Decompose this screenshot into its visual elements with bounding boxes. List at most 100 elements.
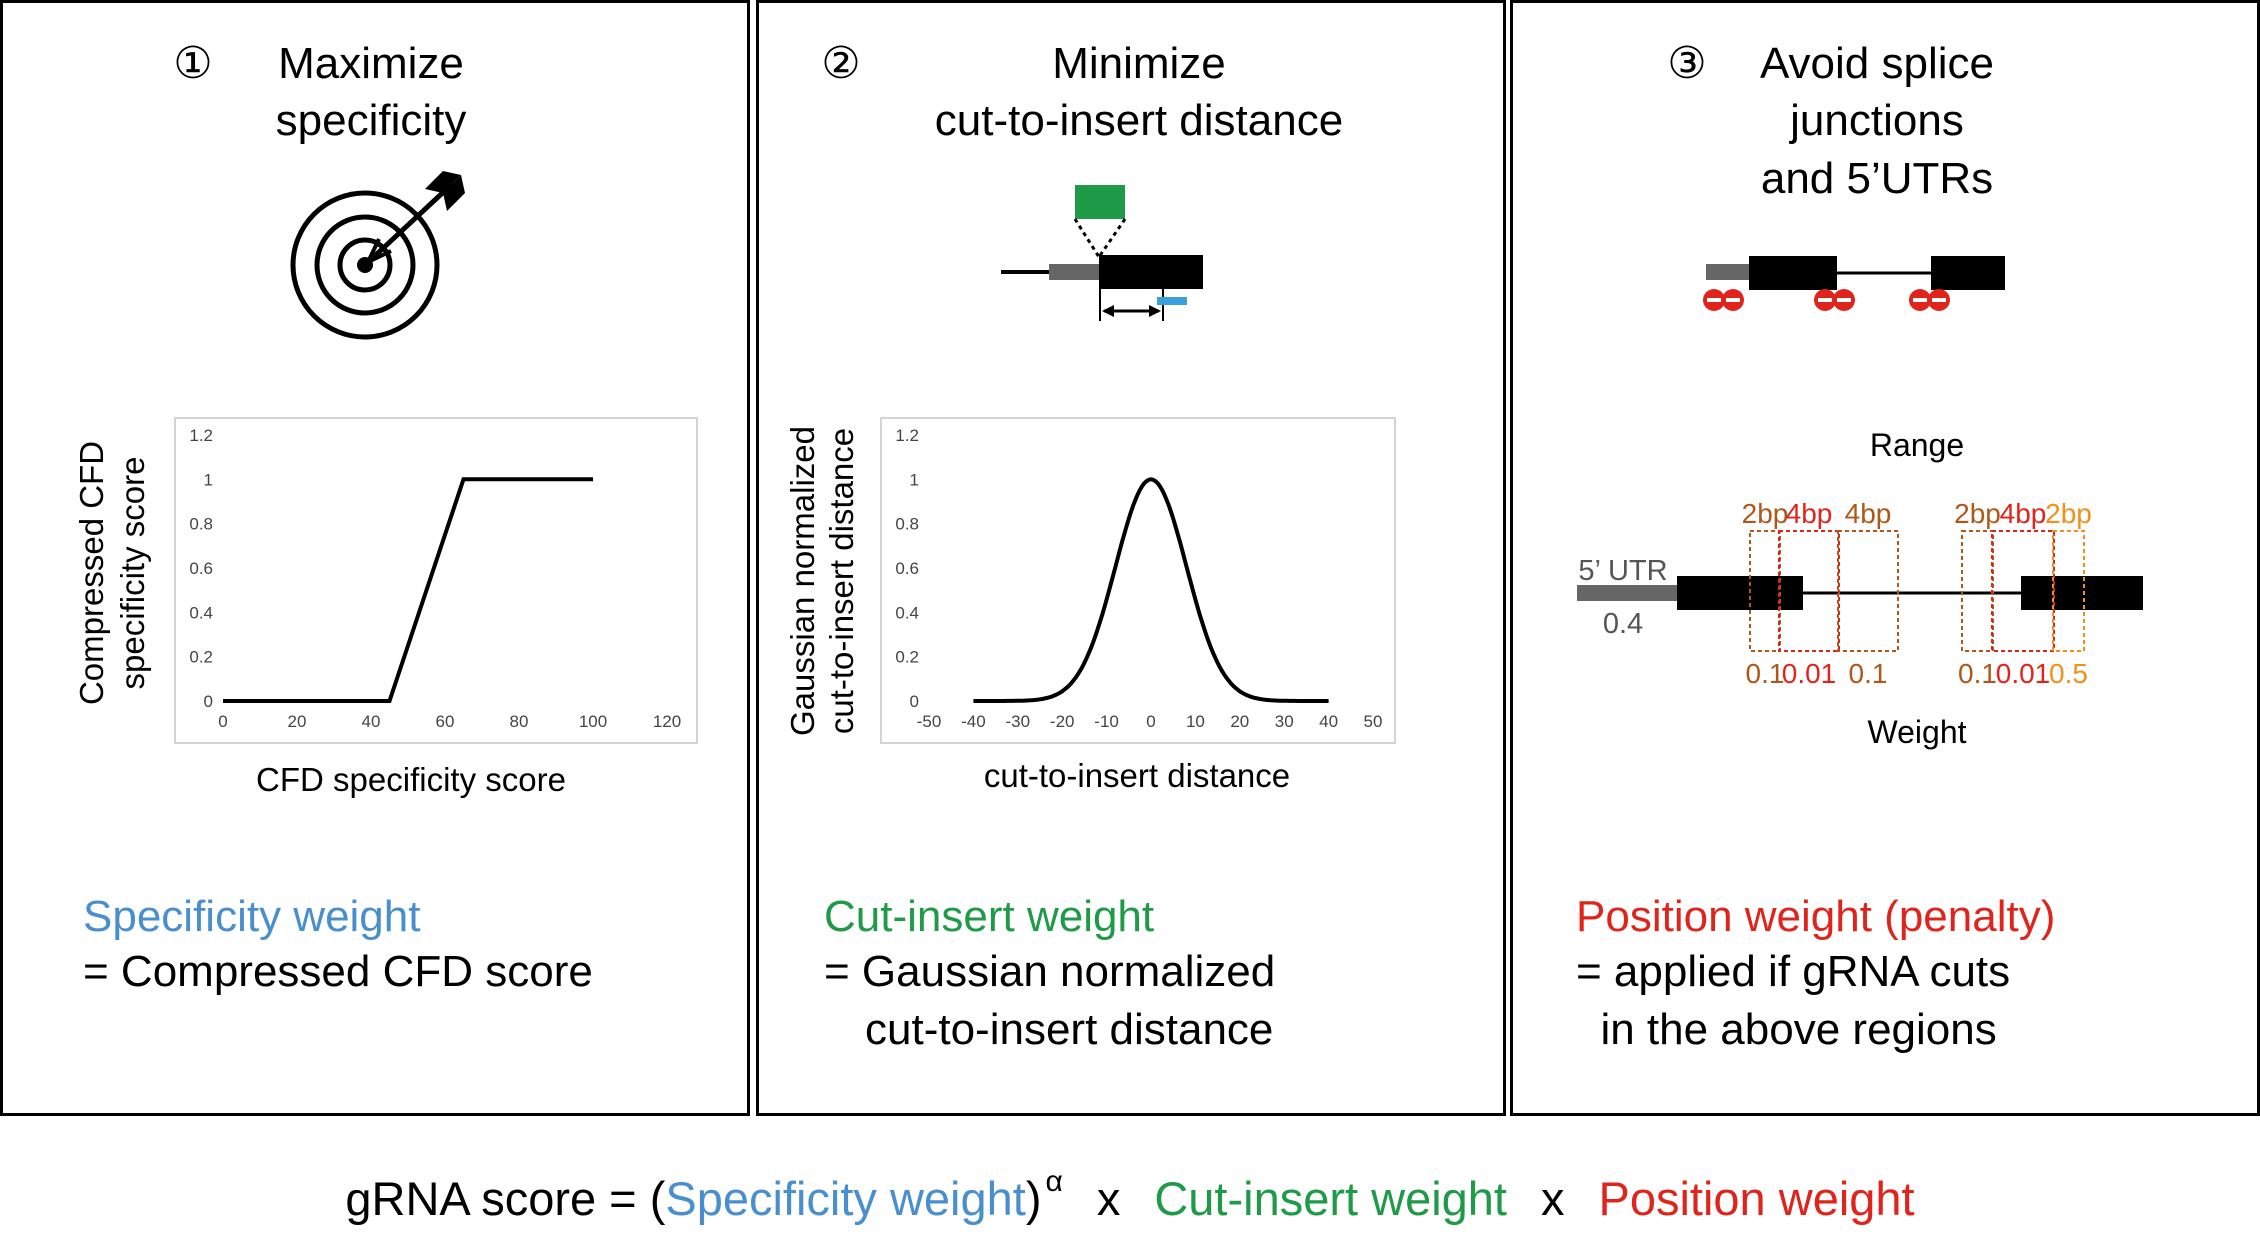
weight-description-line-2: in the above regions (1576, 1005, 1997, 1054)
y-tick-label: 0.4 (895, 603, 919, 622)
formula-cut-insert-term: Cut-insert weight (1154, 1172, 1507, 1225)
splice-window (1837, 530, 1899, 652)
window-range-label: 4bp (2000, 498, 2047, 529)
weight-name: Specificity weight (83, 892, 420, 941)
y-tick-label: 0 (910, 692, 919, 711)
panel-number: ③ (1667, 39, 1706, 88)
window-weight-label: 0.01 (1996, 658, 2051, 689)
exon-block (1677, 576, 1803, 610)
exon-block (2021, 576, 2143, 610)
panel-cut-insert-canvas: ② Minimize cut-to-insert distance 0 0.2 0.… (784, 39, 1396, 1054)
x-tick-label: -50 (917, 712, 942, 731)
x-tick-label: 10 (1186, 712, 1205, 731)
utr-weight: 0.4 (1603, 608, 1643, 640)
panel-number: ② (821, 39, 860, 88)
y-tick-label: 1.2 (895, 426, 919, 445)
x-tick-label: -20 (1050, 712, 1075, 731)
y-tick-label: 0.8 (895, 515, 919, 534)
penalty-marker-icon (1814, 289, 1855, 311)
x-tick-label: 0 (218, 712, 227, 731)
insert-block (1075, 185, 1125, 219)
x-tick-label: 40 (1319, 712, 1338, 731)
weight-description-line-1: = Gaussian normalized (824, 947, 1275, 996)
y-tick-label: 1 (204, 470, 213, 489)
grna-score-formula: gRNA score = (Specificity weight) α x Cut-i… (0, 1165, 2260, 1226)
chart-compressed-cfd: 0 0.2 0.4 0.6 0.8 1 1.2 0 20 40 60 80 100 120 Compre… (73, 417, 698, 798)
gaussian-series (973, 477, 1329, 703)
x-tick-label: 40 (362, 712, 381, 731)
panel-title-line-2: specificity (276, 96, 467, 145)
exon-block (1099, 255, 1203, 289)
weight-description-line-1: = Compressed CFD score (83, 947, 593, 996)
panel-title-line-1: Avoid splice (1760, 39, 1994, 88)
utr-label: 5’ UTR (1578, 555, 1667, 587)
panel-specificity: ① Maximize specificity 0 0.2 0.4 0.6 0.8 1 1.2… (0, 0, 750, 1116)
range-label: Range (1870, 427, 1964, 463)
y-tick-label: 0.8 (189, 515, 213, 534)
formula-times: x (1096, 1172, 1121, 1225)
weight-name: Cut-insert weight (824, 892, 1154, 941)
window-weight-label: 0.01 (1782, 658, 1837, 689)
x-tick-label: -40 (961, 712, 986, 731)
penalty-marker-icon (1703, 289, 1744, 311)
splice-window (2052, 530, 2085, 652)
x-tick-label: 0 (1146, 712, 1155, 731)
y-tick-label: 0.2 (189, 648, 213, 667)
utr-block (1049, 264, 1099, 280)
x-tick-label: 120 (653, 712, 681, 731)
y-tick-label: 1.2 (189, 426, 213, 445)
x-tick-label: 50 (1364, 712, 1383, 731)
y-tick-label: 0 (204, 692, 213, 711)
x-tick-label: 30 (1275, 712, 1294, 731)
window-range-label: 4bp (1845, 498, 1892, 529)
y-tick-label: 0.6 (895, 559, 919, 578)
panel-title-line-1: Maximize (278, 39, 464, 88)
penalty-marker-icon (1909, 289, 1950, 311)
chart-ylabel-line-2: cut-to-insert distance (823, 428, 860, 734)
gene-model-icon (1703, 256, 2005, 311)
x-tick-label: 20 (288, 712, 307, 731)
x-tick-label: 60 (436, 712, 455, 731)
formula-exponent: α (1045, 1165, 1063, 1198)
insert-site-icon (1001, 185, 1203, 321)
compressed-cfd-series (223, 477, 593, 703)
grna-block (1157, 297, 1187, 305)
utr-block (1577, 585, 1677, 601)
formula-specificity-term: Specificity weight (665, 1172, 1026, 1225)
panel-title-line-2: cut-to-insert distance (935, 96, 1343, 145)
splice-window (1778, 530, 1840, 652)
x-tick-label: 100 (579, 712, 607, 731)
chart-xlabel: cut-to-insert distance (984, 757, 1290, 794)
formula-prefix: gRNA score = ( (345, 1172, 666, 1225)
chart-frame (880, 417, 1396, 744)
chart-ylabel-line-1: Gaussian normalized (784, 426, 821, 736)
x-tick-label: 80 (510, 712, 529, 731)
window-weight-label: 0.5 (2049, 658, 2088, 689)
window-range-label: 2bp (2045, 498, 2092, 529)
splice-window (1749, 530, 1781, 652)
panel-title-line-2: junctions (1788, 96, 1964, 145)
weight-description-line-1: = applied if gRNA cuts (1576, 947, 2010, 996)
weight-description-line-2: cut-to-insert distance (865, 1005, 1273, 1054)
chart-frame (174, 417, 698, 744)
window-range-label: 2bp (1954, 498, 2001, 529)
y-tick-label: 0.6 (189, 559, 213, 578)
window-range-label: 2bp (1742, 498, 1789, 529)
splice-window (1961, 530, 1994, 652)
x-tick-label: 20 (1230, 712, 1249, 731)
window-weight-label: 0.1 (1849, 658, 1888, 689)
x-tick-label: -30 (1006, 712, 1031, 731)
chart-ylabel-line-1: Compressed CFD (73, 441, 110, 705)
formula-position-term: Position weight (1598, 1172, 1915, 1225)
window-weight-label: 0.1 (1958, 658, 1997, 689)
chart-gaussian: 0 0.2 0.4 0.6 0.8 1 1.2 -50 -40 -30 -20 -10 0 10 20 30… (784, 417, 1396, 794)
weight-label: Weight (1867, 714, 1966, 750)
x-tick-label: -10 (1094, 712, 1119, 731)
splice-junction-diagram: 5’ UTR 0.4 2bp 0.1 4bp 0.01 4bp 0.1 2bp 0.1 4bp 0… (1577, 498, 2143, 689)
y-tick-label: 0.2 (895, 648, 919, 667)
y-tick-label: 1 (910, 470, 919, 489)
y-tick-label: 0.4 (189, 603, 213, 622)
panel-cut-insert: ② Minimize cut-to-insert distance 0 0.2 0.… (756, 0, 1506, 1116)
window-weight-label: 0.1 (1746, 658, 1785, 689)
target-arrow-icon (290, 171, 465, 340)
